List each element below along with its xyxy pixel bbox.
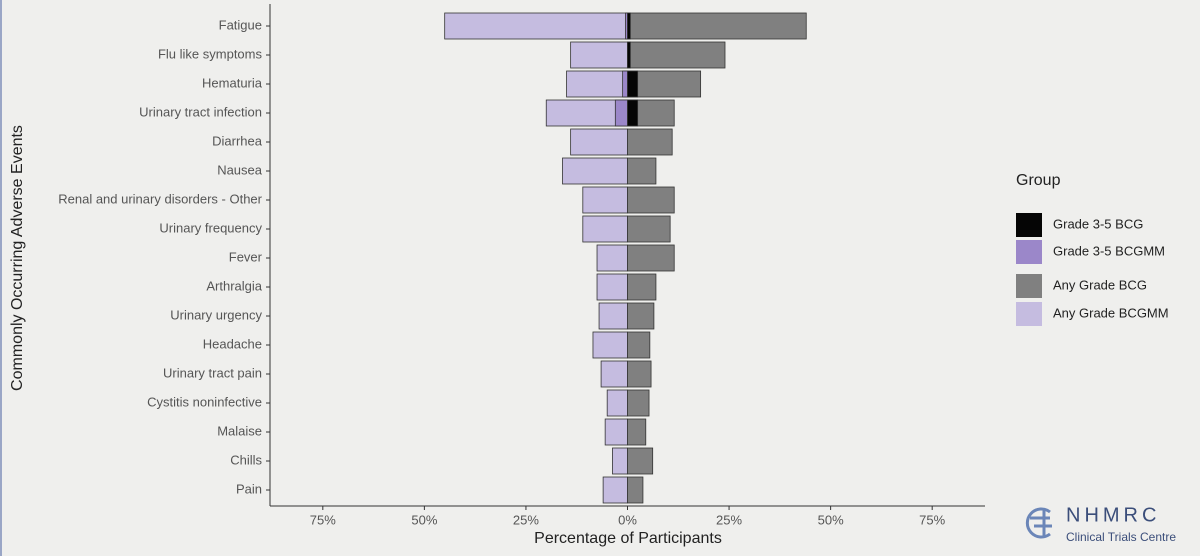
- bar: [622, 70, 628, 98]
- bar: [592, 331, 628, 359]
- bar: [627, 12, 631, 40]
- legend-label: Any Grade BCGMM: [1053, 305, 1169, 320]
- bar: [612, 447, 628, 475]
- y-tick-label: Renal and urinary disorders - Other: [58, 191, 262, 206]
- y-tick-label: Fever: [229, 249, 263, 264]
- y-tick-label: Hematuria: [202, 75, 263, 90]
- y-tick-label: Malaise: [217, 423, 262, 438]
- legend-key: [1016, 213, 1042, 237]
- bar: [627, 418, 647, 446]
- x-tick-label: 25%: [513, 512, 539, 527]
- x-tick-label: 25%: [716, 512, 742, 527]
- y-tick-label: Urinary tract pain: [163, 365, 262, 380]
- bar: [627, 70, 702, 98]
- bar: [598, 302, 628, 330]
- bar: [627, 70, 639, 98]
- logo-subtitle: Clinical Trials Centre: [1066, 530, 1176, 544]
- y-tick-label: Flu like symptoms: [158, 46, 263, 61]
- bar: [562, 157, 628, 185]
- bar: [627, 186, 675, 214]
- y-tick-label: Urinary frequency: [159, 220, 262, 235]
- legend-label: Grade 3-5 BCGMM: [1053, 243, 1165, 258]
- bar: [570, 128, 628, 156]
- bar: [627, 331, 651, 359]
- bar: [627, 41, 726, 69]
- bar: [627, 360, 652, 388]
- y-tick-label: Cystitis noninfective: [147, 394, 262, 409]
- y-tick-label: Pain: [236, 481, 262, 496]
- y-tick-label: Headache: [203, 336, 262, 351]
- bar: [627, 157, 657, 185]
- slide-edge: [0, 0, 2, 556]
- bar: [627, 273, 657, 301]
- legend-title: Group: [1016, 172, 1061, 189]
- logo-name: NHMRC: [1066, 504, 1160, 526]
- logo-mark: [1025, 507, 1052, 539]
- bar: [600, 360, 628, 388]
- legend-label: Any Grade BCG: [1053, 277, 1147, 292]
- bar: [545, 99, 628, 127]
- legend-key: [1016, 240, 1042, 264]
- y-tick-label: Urinary urgency: [170, 307, 262, 322]
- bar: [444, 12, 628, 40]
- bar: [627, 244, 675, 272]
- y-tick-label: Diarrhea: [212, 133, 263, 148]
- bar: [627, 476, 644, 504]
- bar: [627, 99, 639, 127]
- bar: [602, 476, 628, 504]
- bar: [570, 41, 628, 69]
- x-tick-label: 0%: [618, 512, 637, 527]
- y-tick-label: Urinary tract infection: [139, 104, 262, 119]
- bar: [627, 302, 655, 330]
- bar: [566, 70, 628, 98]
- bar: [606, 389, 628, 417]
- bar: [627, 447, 654, 475]
- y-axis-title: Commonly Occurring Adverse Events: [9, 125, 26, 391]
- bar: [582, 215, 628, 243]
- logo: NHMRC Clinical Trials Centre: [1025, 504, 1176, 544]
- x-tick-label: 75%: [919, 512, 945, 527]
- x-tick-label: 50%: [411, 512, 437, 527]
- y-tick-label: Nausea: [217, 162, 263, 177]
- bar: [627, 215, 671, 243]
- bar: [614, 99, 628, 127]
- bar: [627, 12, 807, 40]
- legend-key: [1016, 302, 1042, 326]
- bar: [596, 273, 628, 301]
- legend-label: Grade 3-5 BCG: [1053, 216, 1143, 231]
- bar: [596, 244, 628, 272]
- legend-key: [1016, 274, 1042, 298]
- bar: [627, 41, 631, 69]
- x-axis-title: Percentage of Participants: [534, 530, 722, 547]
- y-tick-label: Arthralgia: [206, 278, 262, 293]
- x-tick-label: 50%: [818, 512, 844, 527]
- bar: [582, 186, 628, 214]
- y-tick-label: Chills: [230, 452, 262, 467]
- x-tick-label: 75%: [310, 512, 336, 527]
- bar: [627, 128, 673, 156]
- y-tick-label: Fatigue: [219, 17, 262, 32]
- bar: [604, 418, 628, 446]
- bar: [627, 389, 650, 417]
